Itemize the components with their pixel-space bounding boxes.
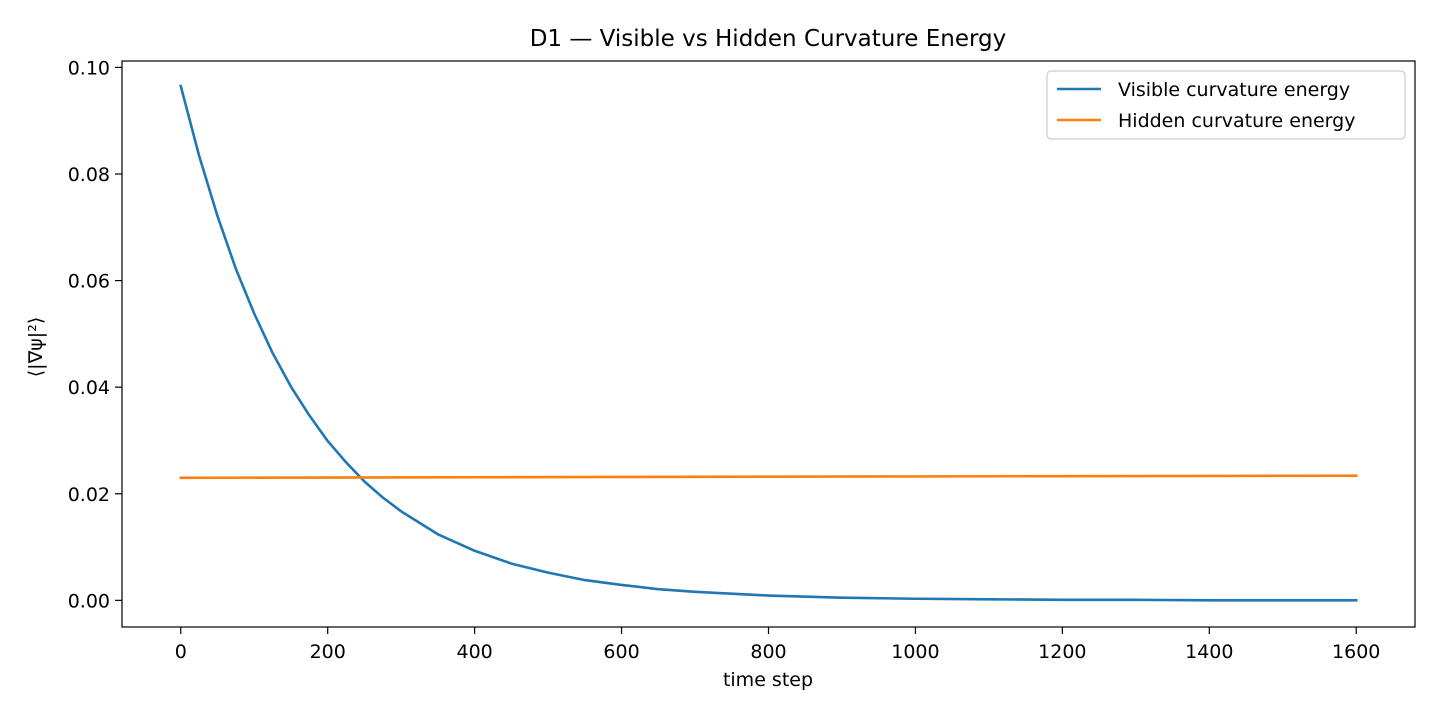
y-axis-label: ⟨|∇ψ|²⟩ [25, 317, 47, 378]
y-tick-label: 0.06 [68, 271, 110, 293]
x-tick-label: 200 [310, 641, 346, 663]
x-tick-label: 1200 [1038, 641, 1086, 663]
x-tick-label: 800 [750, 641, 786, 663]
y-tick-label: 0.08 [68, 164, 110, 186]
y-tick-label: 0.04 [68, 377, 110, 399]
y-tick-label: 0.10 [68, 57, 110, 79]
x-axis-label: time step [723, 669, 813, 691]
legend-label-visible: Visible curvature energy [1118, 79, 1350, 101]
x-tick-label: 400 [457, 641, 493, 663]
plot-frame [121, 60, 1416, 628]
series-layer [179, 84, 1358, 602]
series-line-hidden [179, 474, 1358, 480]
x-axis-ticks: 0 200 400 600 800 1000 1200 1400 1600 [175, 627, 1380, 663]
x-tick-label: 0 [175, 641, 187, 663]
y-tick-label: 0.02 [68, 484, 110, 506]
x-tick-label: 1600 [1332, 641, 1380, 663]
series-line-visible [179, 84, 1358, 602]
legend: Visible curvature energy Hidden curvatur… [1046, 70, 1406, 140]
x-tick-label: 600 [603, 641, 639, 663]
legend-label-hidden: Hidden curvature energy [1118, 110, 1355, 132]
chart-title: D1 — Visible vs Hidden Curvature Energy [530, 26, 1007, 52]
x-tick-label: 1000 [891, 641, 939, 663]
y-tick-label: 0.00 [68, 590, 110, 612]
x-tick-label: 1400 [1185, 641, 1233, 663]
legend-box [1046, 70, 1406, 140]
y-axis-ticks: 0.00 0.02 0.04 0.06 0.08 0.10 [68, 57, 122, 612]
